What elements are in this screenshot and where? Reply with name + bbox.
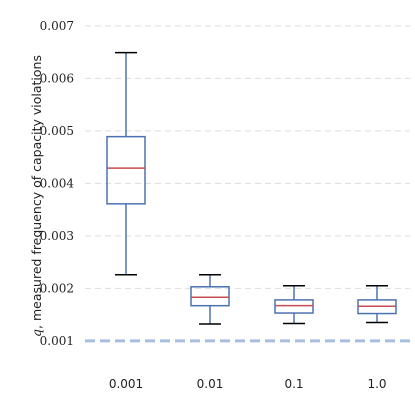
box-0.01 [190, 273, 230, 325]
x-tick-labels: 0.001 0.01 0.1 1.0 [109, 377, 387, 391]
y-tick-label: 0.004 [40, 176, 75, 190]
y-tick-label: 0.001 [40, 334, 74, 348]
y-tick-label: 0.003 [40, 229, 74, 243]
x-tick-label: 0.1 [284, 377, 303, 391]
y-tick-label: 0.002 [40, 281, 74, 295]
box-1.0 [357, 284, 397, 324]
box-body [274, 299, 314, 314]
x-tick-label: 0.01 [197, 377, 224, 391]
y-axis-label-text: , measured frequency of capacity violati… [29, 55, 44, 329]
grid-lines [85, 25, 410, 289]
y-tick-label: 0.005 [40, 124, 74, 138]
box-0.1 [274, 284, 314, 325]
y-tick-label: 0.006 [40, 71, 74, 85]
box-0.001 [106, 51, 146, 276]
y-axis-label: q, measured frequency of capacity violat… [29, 55, 44, 337]
y-tick-label: 0.007 [40, 19, 74, 33]
box-body [106, 135, 146, 205]
box-body [190, 286, 230, 307]
y-tick-labels: 0.001 0.002 0.003 0.004 0.005 0.006 0.007 [40, 19, 75, 348]
x-tick-label: 1.0 [367, 377, 386, 391]
boxes-layer [106, 51, 397, 325]
x-tick-label: 0.001 [109, 377, 143, 391]
y-axis-label-variable: q [29, 329, 44, 337]
